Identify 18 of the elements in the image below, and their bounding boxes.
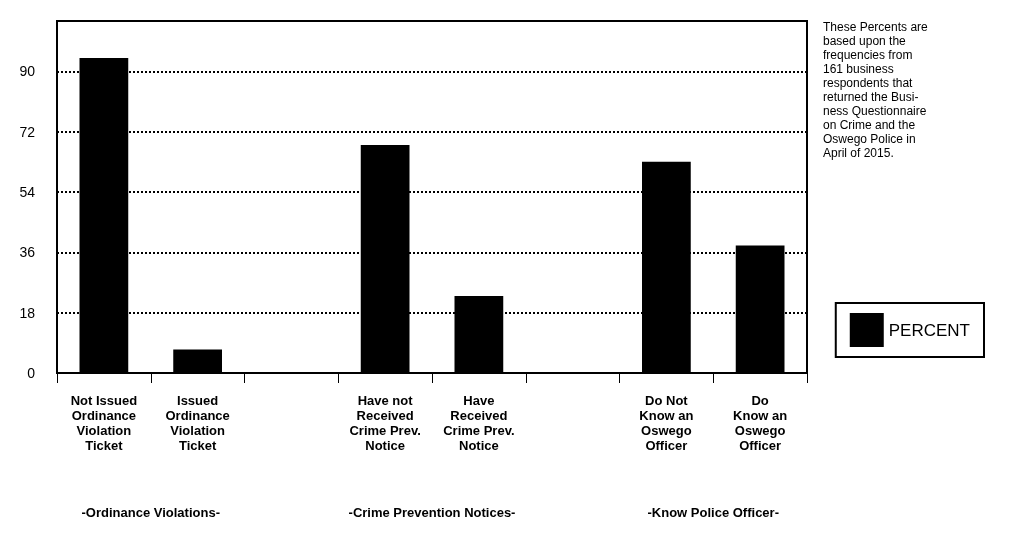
x-tick-label: Not Issued Ordinance Violation Ticket bbox=[70, 393, 138, 453]
x-tick-label: Have Received Crime Prev. Notice bbox=[443, 393, 515, 453]
y-tick-label: 72 bbox=[19, 123, 36, 140]
y-tick-label: 18 bbox=[19, 304, 36, 321]
x-tick-label: Do Not Know an Oswego Officer bbox=[639, 393, 694, 453]
text: -Crime Prevention Notices- bbox=[348, 504, 516, 520]
legend-label: PERCENT bbox=[888, 320, 970, 340]
text: -Know Police Officer- bbox=[647, 504, 779, 520]
y-tick-label: 90 bbox=[19, 63, 36, 80]
x-tick-label: Do Know an Oswego Officer bbox=[733, 393, 788, 453]
x-tick-label: Issued Ordinance Violation Ticket bbox=[165, 393, 230, 453]
text: -Ordinance Violations- bbox=[81, 504, 220, 520]
bar bbox=[173, 349, 222, 373]
y-tick-label: 54 bbox=[19, 183, 36, 200]
text: These Percents are based upon the frequencies from 161 business respondents that returned the Busi- ness Questionnaire on Crime and the Oswego Police in April of 2015. bbox=[823, 20, 928, 160]
x-tick-label: Have not Received Crime Prev. Notice bbox=[349, 393, 421, 453]
y-tick-label: 36 bbox=[19, 244, 36, 261]
y-tick-label: 0 bbox=[27, 365, 36, 381]
